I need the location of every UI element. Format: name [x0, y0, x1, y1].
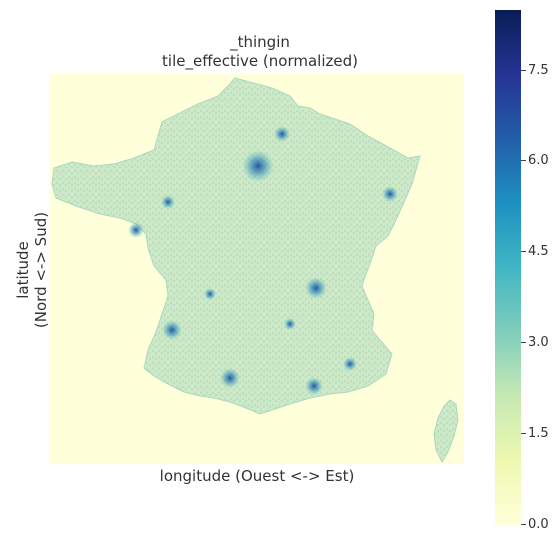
colorbar: [495, 10, 521, 525]
colorbar-tick-label: 1.5: [521, 427, 549, 441]
hotspot-toulouse: [220, 368, 240, 388]
heatmap-plot: [50, 74, 464, 464]
hotspot-lyon: [305, 277, 327, 299]
hotspot-nantes: [128, 222, 144, 238]
y-axis-label: latitude (Nord <-> Sud): [2, 200, 62, 340]
hotspot-marseille: [305, 377, 323, 395]
y-axis-label-line1: latitude: [14, 241, 32, 299]
hotspot-paris: [242, 150, 274, 182]
hotspot-lille: [274, 126, 290, 142]
france-mainland-shape: [51, 77, 421, 415]
colorbar-tick-label: 4.5: [521, 245, 549, 259]
hotspot-nice: [343, 357, 357, 371]
colorbar-tick-label: 7.5: [521, 63, 549, 78]
city-hotspots: [128, 126, 398, 395]
x-axis-label: longitude (Ouest <-> Est): [159, 467, 355, 485]
corsica-shape: [433, 399, 459, 464]
y-axis-label-line2: (Nord <-> Sud): [32, 211, 50, 329]
hotspot-clermont: [284, 318, 296, 330]
france-heatmap: [50, 74, 464, 464]
chart-subtitle: tile_effective (normalized): [162, 52, 358, 70]
colorbar-tick-label: 0.0: [521, 518, 549, 532]
hotspot-bordeaux: [162, 320, 182, 340]
hotspot-rennes: [161, 195, 175, 209]
colorbar-tick-label: 3.0: [521, 336, 549, 350]
colorbar-tick-label: 6.0: [521, 154, 549, 168]
chart-title: _thingin: [230, 33, 290, 51]
hotspot-strasbourg: [382, 186, 398, 202]
hotspot-limoges: [204, 288, 216, 300]
